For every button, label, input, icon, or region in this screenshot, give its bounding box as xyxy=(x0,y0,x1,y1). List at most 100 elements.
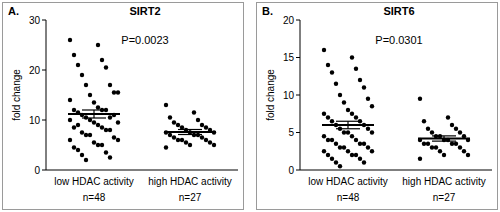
data-point xyxy=(200,123,204,127)
category-label: low HDAC activity xyxy=(54,176,133,187)
data-point xyxy=(362,142,366,146)
data-point xyxy=(100,143,104,147)
data-point xyxy=(354,138,358,142)
category-label: high HDAC activity xyxy=(148,176,231,187)
data-point xyxy=(466,153,470,157)
y-tick-label: 15 xyxy=(283,52,295,63)
panel-letter: B. xyxy=(262,5,273,17)
y-axis-label: fold change xyxy=(265,69,276,121)
panel: SIRT6 B. P=0.0301 0 5 10 15 20 fold change low HD… xyxy=(257,3,498,210)
panel-letter: A. xyxy=(8,5,19,17)
data-point xyxy=(450,123,454,127)
data-point xyxy=(88,93,92,97)
data-point xyxy=(330,70,334,74)
n-label: n=27 xyxy=(179,192,202,203)
data-point xyxy=(76,63,80,67)
data-point xyxy=(346,130,350,134)
data-point xyxy=(72,145,76,149)
data-point xyxy=(326,138,330,142)
y-tick-label: 10 xyxy=(283,90,295,101)
data-point xyxy=(112,90,116,94)
data-point xyxy=(100,125,104,129)
y-tick xyxy=(42,20,46,21)
data-point xyxy=(116,138,120,142)
data-point xyxy=(330,157,334,161)
y-tick xyxy=(296,170,300,171)
data-point xyxy=(76,123,80,127)
data-point xyxy=(326,63,330,67)
data-point xyxy=(342,145,346,149)
error-cap xyxy=(432,141,456,142)
error-cap xyxy=(82,117,106,118)
category-label: high HDAC activity xyxy=(402,176,485,187)
y-tick-label: 20 xyxy=(283,15,295,26)
data-point xyxy=(366,127,370,131)
data-point xyxy=(442,153,446,157)
data-point xyxy=(96,43,100,47)
data-point xyxy=(362,160,366,164)
data-point xyxy=(188,143,192,147)
data-point xyxy=(116,120,120,124)
data-point xyxy=(92,120,96,124)
data-point xyxy=(354,115,358,119)
y-tick-label: 5 xyxy=(288,127,294,138)
data-point xyxy=(72,108,76,112)
data-point xyxy=(418,157,422,161)
data-point xyxy=(426,127,430,131)
y-tick xyxy=(296,20,300,21)
y-tick-label: 0 xyxy=(34,165,40,176)
data-point xyxy=(458,145,462,149)
data-point xyxy=(426,142,430,146)
data-point xyxy=(458,130,462,134)
data-point xyxy=(168,115,172,119)
data-point xyxy=(104,65,108,69)
data-point xyxy=(68,138,72,142)
y-tick xyxy=(296,57,300,58)
y-tick xyxy=(42,70,46,71)
data-point xyxy=(192,110,196,114)
data-point xyxy=(358,142,362,146)
data-point xyxy=(176,123,180,127)
y-tick xyxy=(296,132,300,133)
data-point xyxy=(358,157,362,161)
data-point xyxy=(116,90,120,94)
data-point xyxy=(334,160,338,164)
data-point xyxy=(212,143,216,147)
data-point xyxy=(96,105,100,109)
p-value: P=0.0301 xyxy=(375,34,422,46)
data-point xyxy=(338,93,342,97)
data-point xyxy=(68,118,72,122)
data-point xyxy=(322,48,326,52)
data-point xyxy=(72,125,76,129)
data-point xyxy=(462,149,466,153)
error-bar xyxy=(443,136,444,141)
data-point xyxy=(172,120,176,124)
panel-frame xyxy=(257,3,498,210)
data-point xyxy=(342,130,346,134)
data-point xyxy=(68,98,72,102)
data-point xyxy=(338,145,342,149)
error-cap xyxy=(336,128,360,129)
category-label: low HDAC activity xyxy=(308,176,387,187)
data-point xyxy=(322,149,326,153)
y-axis-label: fold change xyxy=(11,69,22,121)
title: SIRT6 xyxy=(383,5,414,17)
data-point xyxy=(204,125,208,129)
data-point xyxy=(334,142,338,146)
y-tick-label: 0 xyxy=(288,165,294,176)
data-point xyxy=(350,55,354,59)
data-point xyxy=(346,108,350,112)
data-point xyxy=(370,149,374,153)
data-point xyxy=(108,83,112,87)
y-tick xyxy=(42,170,46,171)
data-point xyxy=(100,58,104,62)
figure: SIRT2A.P=0.00230102030fold changelow HDA… xyxy=(0,0,500,212)
error-cap xyxy=(178,134,202,135)
data-point xyxy=(80,130,84,134)
marks xyxy=(68,38,216,162)
data-point xyxy=(362,85,366,89)
data-point xyxy=(422,119,426,123)
data-point xyxy=(204,138,208,142)
data-point xyxy=(164,145,168,149)
data-point xyxy=(322,112,326,116)
